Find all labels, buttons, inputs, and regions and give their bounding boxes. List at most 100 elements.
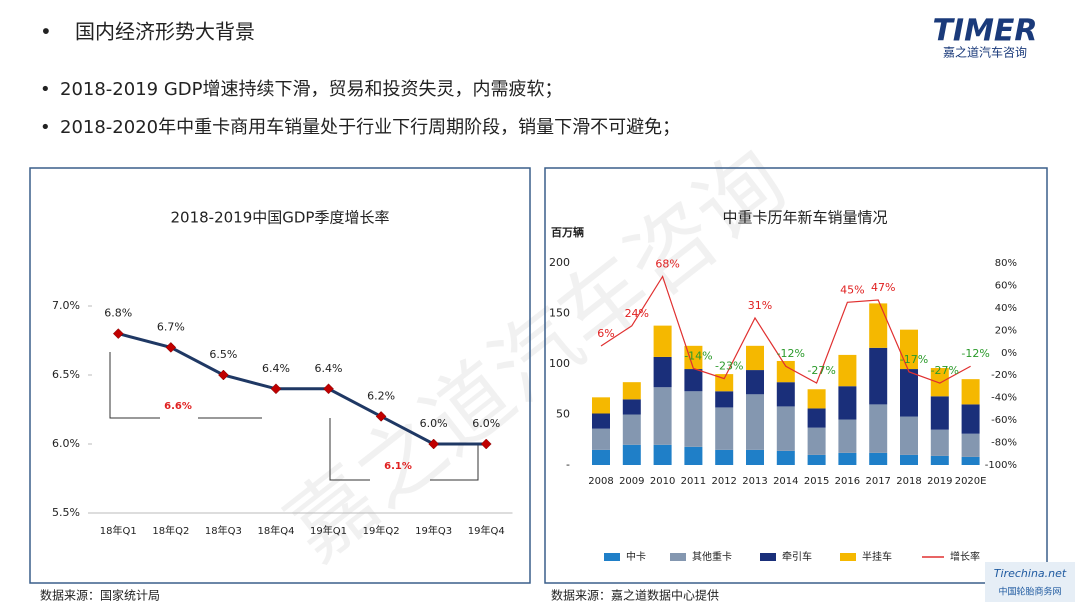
y-tick-label: 5.5%: [52, 506, 80, 519]
bar-segment: [684, 446, 703, 465]
data-label: -23%: [715, 360, 743, 373]
bar-segment: [653, 387, 672, 445]
data-label: 6.8%: [104, 307, 132, 320]
y-tick-label: 6.0%: [52, 437, 80, 450]
annotation: 6.6%: [164, 401, 192, 412]
x-tick-label: 2011: [681, 476, 706, 487]
bracket: [109, 352, 479, 481]
bar-segment: [900, 369, 918, 417]
bullet-text: 2018-2019 GDP增速持续下滑，贸易和投资失灵，内需疲软；: [60, 79, 563, 100]
bar-segment: [715, 391, 734, 408]
legend-label: 中卡: [626, 550, 646, 563]
data-label: -27%: [931, 364, 959, 377]
legend-label: 其他重卡: [692, 550, 732, 563]
x-tick-label: 18年Q4: [257, 524, 294, 537]
bar-segment: [684, 391, 703, 447]
legend-label: 半挂车: [862, 550, 892, 563]
data-label: 6.2%: [367, 389, 395, 402]
corner-logo-name: Tirechina.net: [994, 567, 1067, 580]
bar-segment: [900, 454, 918, 465]
y2-tick-label: 80%: [995, 258, 1017, 269]
annotation: 6.1%: [384, 461, 412, 472]
bar-segment: [776, 360, 795, 383]
marker: [428, 438, 440, 450]
header-title: 国内经济形势大背景: [75, 20, 255, 44]
source: 数据来源：嘉之道数据中心提供: [551, 588, 719, 603]
marker: [375, 411, 387, 422]
x-tick-label: 2014: [773, 476, 798, 487]
bar-segment: [592, 449, 610, 465]
bar-segment: [869, 452, 888, 465]
y-tick-label: 100: [549, 357, 570, 370]
source: 数据来源：国家统计局: [40, 588, 160, 603]
x-tick-label: 19年Q4: [468, 524, 505, 537]
data-label: 31%: [748, 299, 772, 312]
x-tick-label: 19年Q1: [310, 524, 347, 537]
y2-tick-label: 40%: [995, 303, 1017, 314]
bar-segment: [869, 303, 888, 348]
bar-segment: [684, 369, 703, 392]
x-tick-label: 2010: [650, 476, 675, 487]
chart-title: 中重卡历年新车销量情况: [722, 209, 887, 227]
x-tick-label: 2016: [835, 476, 860, 487]
data-label: 6.0%: [472, 417, 500, 430]
bar-segment: [776, 382, 795, 407]
logo-name: TIMER: [932, 14, 1037, 49]
y-axis-label: 百万辆: [551, 225, 584, 239]
data-label: 6.0%: [420, 417, 448, 430]
y-tick-label: 6.5%: [52, 368, 80, 381]
bar-segment: [930, 396, 949, 430]
y2-tick-label: -60%: [991, 415, 1017, 426]
chart-title: 2018-2019中国GDP季度增长率: [171, 209, 390, 227]
bar-segment: [807, 408, 826, 428]
bar-segment: [746, 370, 764, 395]
marker: [218, 369, 229, 381]
y-tick-label: 150: [549, 307, 570, 320]
data-label: -27%: [807, 364, 835, 377]
x-tick-label: 2015: [804, 476, 829, 487]
bar-segment: [592, 413, 610, 429]
bar-segment: [900, 329, 918, 370]
bar-segment: [869, 347, 888, 405]
bar-segment: [838, 386, 857, 420]
y-tick-label: 7.0%: [52, 299, 80, 312]
bar-segment: [746, 449, 764, 465]
bar-segment: [807, 427, 826, 455]
data-label: 6.4%: [262, 362, 290, 375]
bar-segment: [838, 419, 857, 453]
bar-segment: [592, 428, 610, 450]
marker: [270, 383, 282, 395]
data-label: 6%: [597, 327, 614, 340]
data-label: -17%: [900, 353, 928, 366]
growth-line: [600, 275, 971, 384]
corner-logo-bg: [985, 562, 1075, 602]
legend-swatch: [670, 553, 686, 561]
x-tick-label: 2013: [742, 476, 767, 487]
logo-subtitle: 嘉之道汽车咨询: [943, 45, 1027, 60]
marker: [480, 438, 492, 450]
bar-segment: [807, 389, 826, 409]
x-tick-label: 2018: [896, 476, 921, 487]
x-tick-label: 2009: [619, 476, 644, 487]
data-label: -14%: [684, 349, 712, 362]
x-tick-label: 2019: [927, 476, 952, 487]
legend-label: 牵引车: [782, 550, 812, 563]
bar-segment: [961, 379, 980, 405]
bar-segment: [930, 455, 949, 465]
data-label: 6.4%: [315, 362, 343, 375]
bar-segment: [653, 356, 672, 388]
data-label: 68%: [655, 257, 679, 270]
bar-segment: [961, 433, 980, 457]
bullet: •: [40, 20, 52, 44]
legend-swatch: [840, 553, 856, 561]
bar-segment: [622, 399, 641, 415]
data-label: -12%: [777, 347, 805, 360]
x-tick-label: 18年Q2: [152, 524, 189, 537]
x-tick-label: 2008: [588, 476, 613, 487]
bar-segment: [869, 404, 888, 453]
bar-segment: [684, 345, 703, 370]
bar-segment: [900, 416, 918, 455]
bar-segment: [592, 397, 610, 414]
x-tick-label: 2020E: [955, 476, 987, 487]
